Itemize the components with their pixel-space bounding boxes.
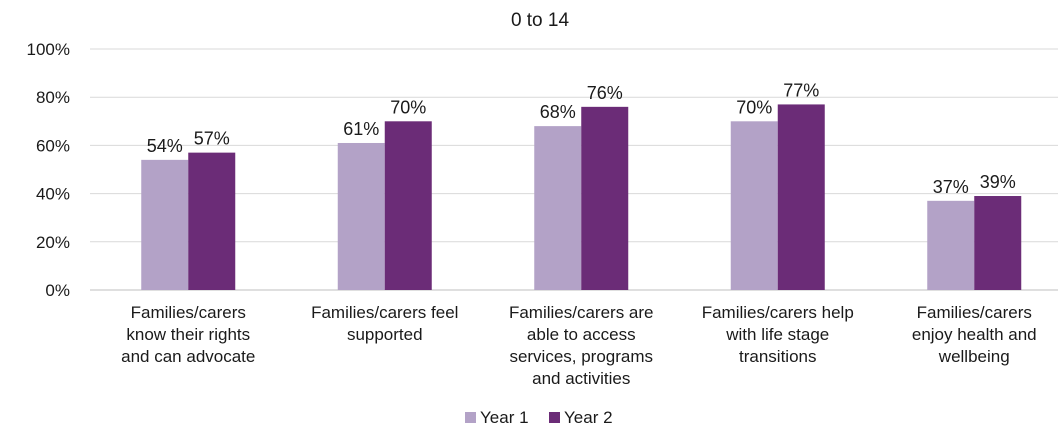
data-label: 37% (933, 177, 969, 197)
y-tick-label: 100% (27, 40, 70, 59)
legend-swatch (465, 412, 476, 423)
x-category-label: Families/carers are able to access service… (509, 303, 654, 388)
x-axis-category-labels: Families/carers know their rights and can … (121, 303, 1037, 388)
data-label: 61% (343, 119, 379, 139)
bars (141, 104, 1022, 291)
bar-year-2 (384, 121, 432, 290)
data-labels: 54% 57% 61% 70% 68% 76% 70% 77% 37% 39% (147, 80, 1016, 196)
x-category-label: Families/carers feel supported (311, 303, 458, 344)
x-category-label: Families/carers enjoy health and wellbeing (912, 303, 1037, 366)
bar-year-1 (927, 200, 975, 290)
bar-year-2 (974, 196, 1022, 290)
data-label: 76% (587, 83, 623, 103)
data-label: 57% (194, 129, 230, 149)
y-tick-label: 0% (45, 281, 70, 300)
y-tick-label: 60% (36, 136, 70, 155)
data-label: 54% (147, 136, 183, 156)
bar-year-2 (777, 104, 825, 291)
bar-year-2 (581, 106, 629, 290)
legend-swatch (549, 412, 560, 423)
data-label: 68% (540, 102, 576, 122)
bar-year-1 (141, 159, 189, 290)
bar-year-1 (534, 126, 582, 291)
data-label: 77% (783, 80, 819, 100)
bar-year-1 (337, 142, 385, 290)
y-tick-label: 80% (36, 88, 70, 107)
legend-label: Year 2 (564, 408, 613, 427)
y-axis-tick-labels: 0% 20% 40% 60% 80% 100% (27, 40, 70, 300)
chart-title: 0 to 14 (511, 10, 570, 31)
bar-year-2 (188, 152, 236, 290)
legend: Year 1 Year 2 (465, 408, 613, 427)
legend-label: Year 1 (480, 408, 529, 427)
data-label: 70% (390, 97, 426, 117)
x-category-label: Families/carers know their rights and can … (121, 303, 255, 366)
data-label: 70% (736, 97, 772, 117)
y-tick-label: 40% (36, 185, 70, 204)
y-tick-label: 20% (36, 233, 70, 252)
data-label: 39% (980, 172, 1016, 192)
x-category-label: Families/carers help with life stage trans… (702, 303, 854, 366)
bar-year-1 (730, 121, 778, 290)
